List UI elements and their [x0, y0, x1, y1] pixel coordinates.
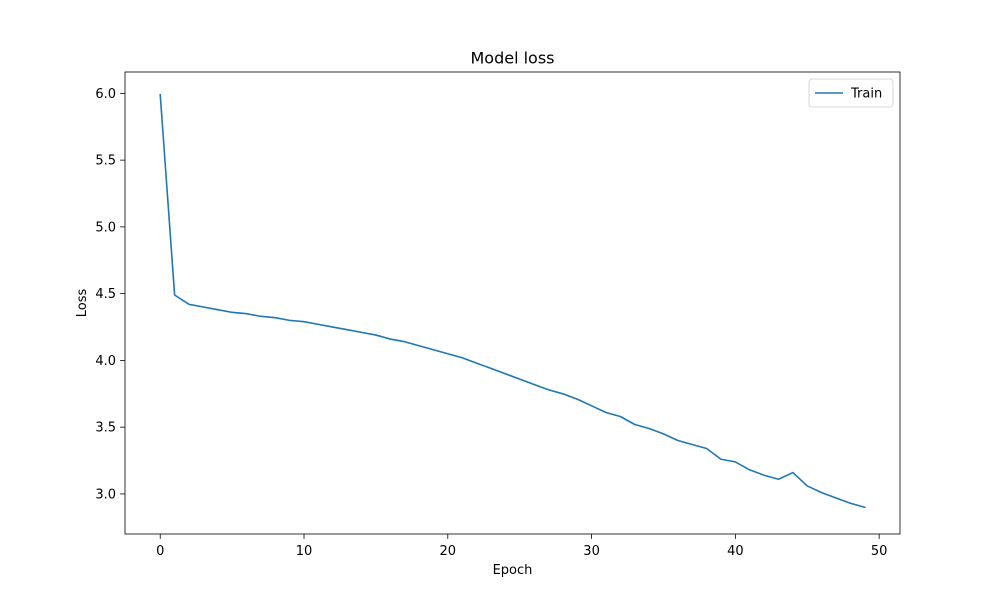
x-axis-label: Epoch — [493, 563, 533, 578]
y-tick-label: 5.5 — [95, 154, 116, 169]
x-tick-label: 10 — [296, 544, 313, 559]
axes-frame — [124, 71, 901, 535]
legend: Train — [808, 78, 894, 108]
y-tick-label: 6.0 — [95, 87, 116, 102]
series-line-train — [159, 93, 866, 509]
legend-box — [808, 78, 894, 108]
series-layer — [159, 93, 866, 509]
x-tick-label: 50 — [871, 544, 888, 559]
y-tick-label: 3.0 — [95, 487, 116, 502]
y-axis: 3.0 3.5 4.0 4.5 5.0 5.5 6.0 — [95, 87, 125, 502]
y-tick-label: 4.0 — [95, 354, 116, 369]
x-tick-label: 30 — [583, 544, 600, 559]
x-tick-label: 0 — [156, 544, 164, 559]
y-tick-label: 5.0 — [95, 220, 116, 235]
y-axis-label: Loss — [75, 289, 90, 318]
legend-label: Train — [850, 87, 882, 102]
chart-title: Model loss — [470, 49, 554, 68]
x-tick-label: 40 — [727, 544, 744, 559]
y-tick-label: 4.5 — [95, 287, 116, 302]
y-tick-label: 3.5 — [95, 421, 116, 436]
x-tick-label: 20 — [440, 544, 457, 559]
x-axis: 0 10 20 30 40 50 — [156, 534, 887, 559]
